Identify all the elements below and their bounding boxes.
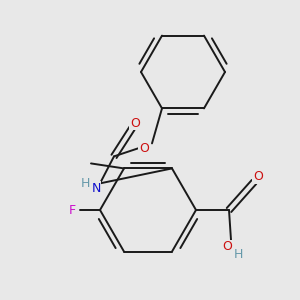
Text: N: N bbox=[91, 182, 101, 195]
Text: O: O bbox=[222, 241, 232, 254]
Text: H: H bbox=[233, 248, 243, 260]
Text: O: O bbox=[130, 117, 140, 130]
Text: O: O bbox=[139, 142, 149, 155]
Text: H: H bbox=[80, 177, 90, 190]
Text: F: F bbox=[68, 203, 76, 217]
Text: O: O bbox=[253, 170, 263, 184]
